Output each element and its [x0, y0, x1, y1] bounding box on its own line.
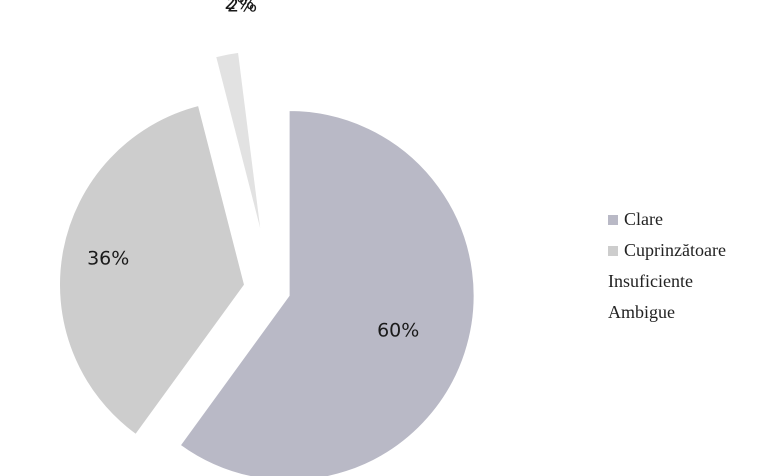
data-label-cuprinzatoare: 36% — [87, 247, 129, 269]
legend-item-ambigue: Ambigue — [608, 297, 726, 328]
legend-item-cuprinzatoare: Cuprinzătoare — [608, 235, 726, 266]
pie-slice-insuficiente — [215, 51, 263, 237]
pie-slice-clare — [179, 110, 475, 476]
legend-label-ambigue: Ambigue — [608, 302, 675, 322]
data-label-insuficiente: 2% — [224, 0, 254, 14]
legend-swatch-cuprinzatoare — [608, 245, 618, 256]
pie-slice-cuprinzatoare — [59, 104, 246, 436]
legend-label-clare: Clare — [624, 209, 663, 229]
pie-slice-ambigue — [245, 56, 270, 243]
legend-item-clare: Clare — [608, 204, 726, 235]
legend-swatch-clare — [608, 214, 618, 225]
legend-label-cuprinzatoare: Cuprinzătoare — [624, 240, 726, 260]
legend-item-insuficiente: Insuficiente — [608, 266, 726, 297]
legend: Clare Cuprinzătoare Insuficiente Ambigue — [608, 204, 726, 328]
data-label-clare: 60% — [377, 320, 419, 342]
legend-label-insuficiente: Insuficiente — [608, 271, 693, 291]
data-label-ambigue: 2% — [227, 0, 257, 16]
